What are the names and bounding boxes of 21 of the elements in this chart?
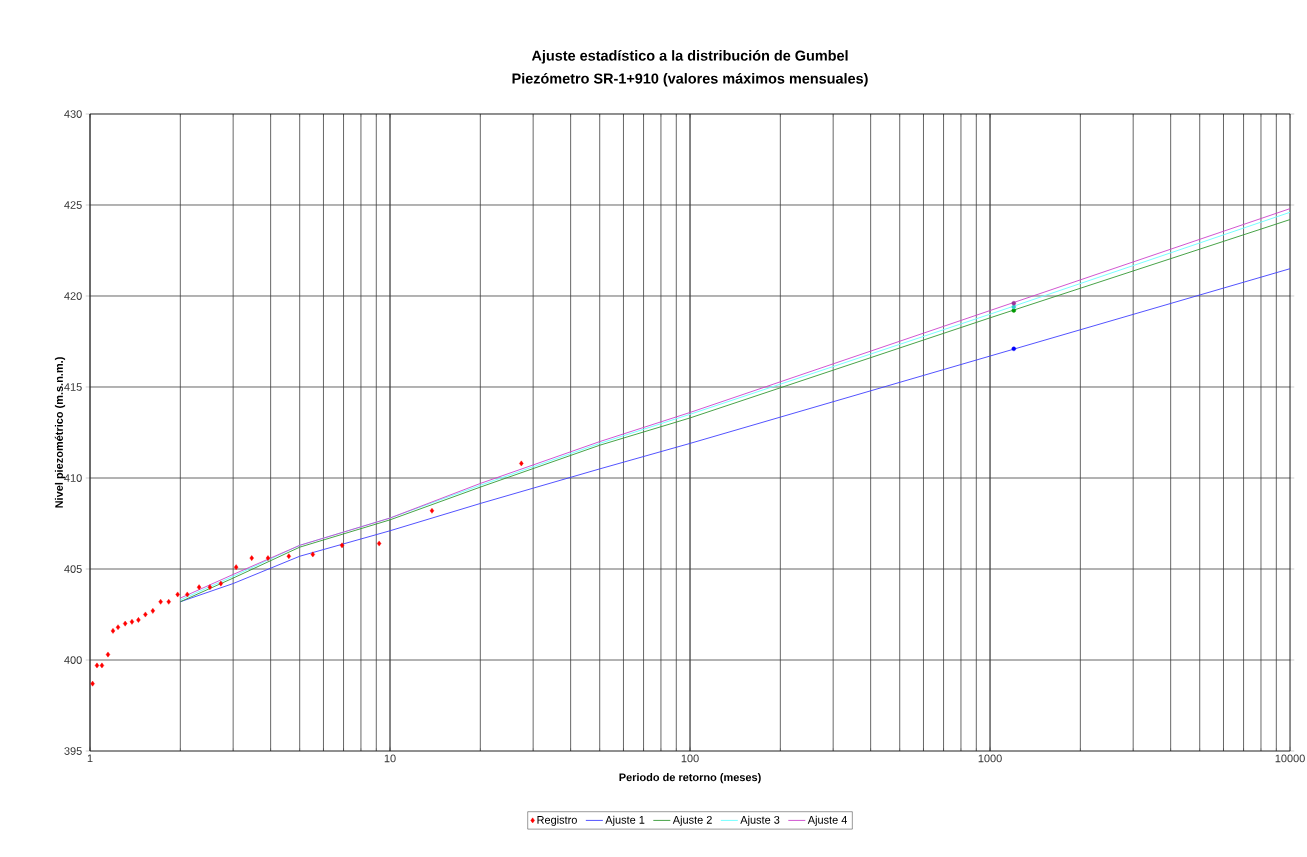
legend-label: Ajuste 2: [672, 815, 712, 826]
y-tick-label: 425: [64, 201, 82, 209]
y-tick-label: 410: [64, 474, 82, 482]
legend-label: Registro: [537, 815, 577, 826]
x-axis-title: Periodo de retorno (meses): [619, 773, 761, 784]
x-tick-label: 10000: [1275, 754, 1305, 763]
legend-label: Ajuste 4: [807, 815, 848, 826]
x-tick-label: 100: [681, 754, 699, 763]
chart-subtitle: Piezómetro SR-1+910 (valores máximos mensuales): [512, 72, 868, 87]
y-tick-label: 395: [64, 747, 82, 755]
y-tick-label: 405: [64, 565, 82, 573]
legend-label: Ajuste 3: [740, 815, 780, 826]
y-tick-label: 430: [64, 110, 82, 118]
x-tick-label: 1000: [978, 754, 1002, 763]
chart-title: Ajuste estadístico a la distribución de Gumbel: [531, 49, 848, 64]
x-tick-label: 1: [87, 754, 93, 763]
legend-label: Ajuste 1: [605, 815, 645, 826]
y-tick-label: 415: [64, 383, 82, 391]
y-tick-label: 420: [64, 292, 82, 300]
y-tick-label: 400: [64, 656, 82, 664]
x-tick-label: 10: [384, 754, 396, 763]
